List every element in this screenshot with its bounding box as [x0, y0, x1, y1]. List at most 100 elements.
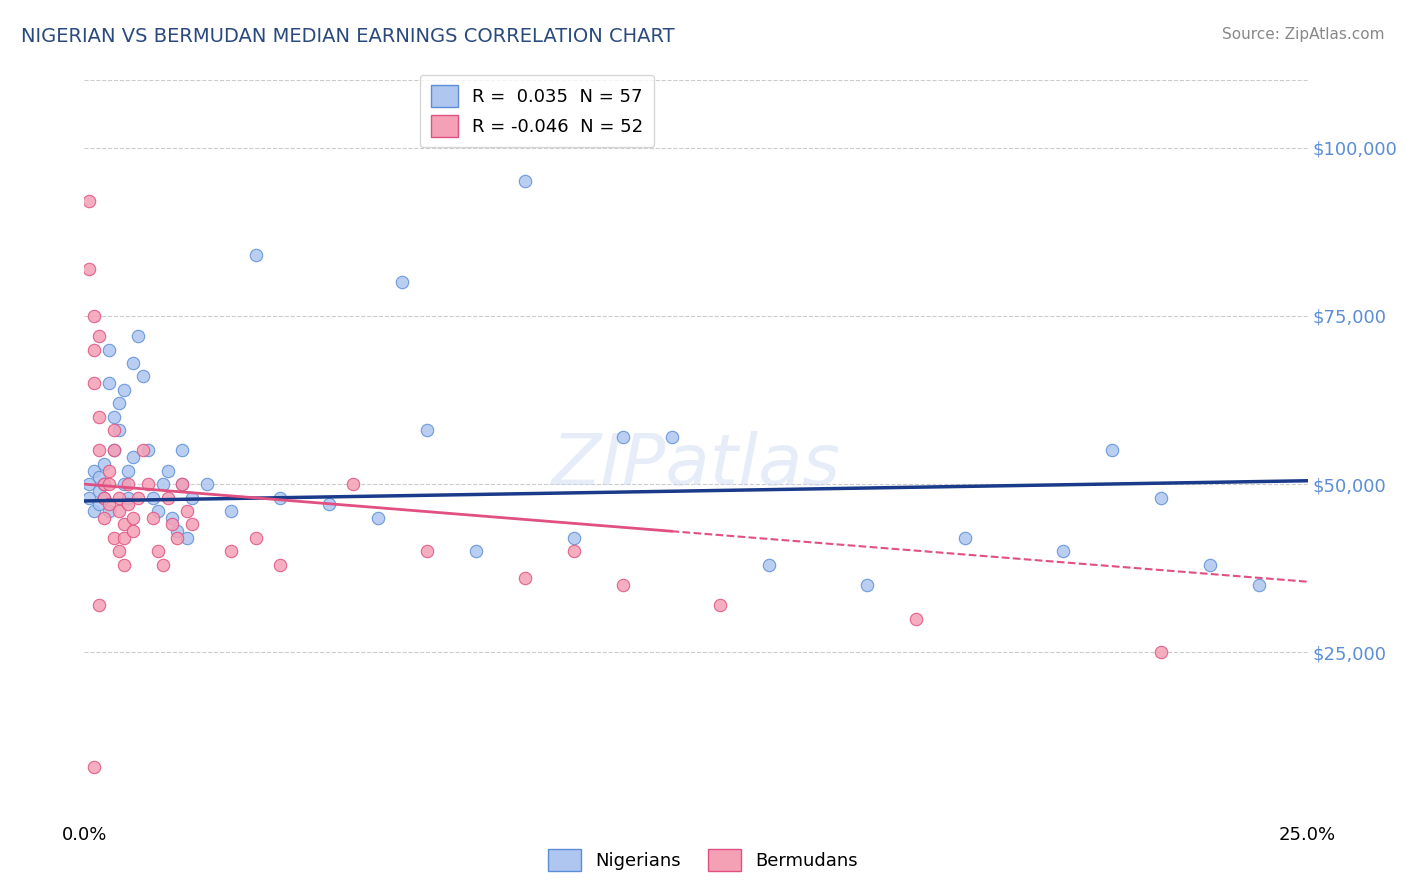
- Point: [1052, 544, 1074, 558]
- Point: [77, 261, 100, 276]
- Point: [97, 464, 120, 478]
- Point: [87, 329, 110, 343]
- Point: [219, 504, 242, 518]
- Point: [93, 477, 115, 491]
- Point: [93, 510, 115, 524]
- Point: [87, 599, 110, 613]
- Point: [176, 504, 198, 518]
- Point: [112, 383, 135, 397]
- Text: ZIPatlas: ZIPatlas: [551, 431, 841, 500]
- Point: [93, 491, 115, 505]
- Point: [416, 423, 439, 437]
- Point: [146, 544, 169, 558]
- Point: [342, 477, 364, 491]
- Point: [1247, 578, 1270, 592]
- Point: [162, 510, 184, 524]
- Point: [416, 544, 439, 558]
- Point: [176, 531, 198, 545]
- Point: [172, 443, 194, 458]
- Point: [83, 464, 105, 478]
- Point: [856, 578, 879, 592]
- Point: [77, 194, 100, 209]
- Point: [513, 174, 536, 188]
- Point: [709, 599, 731, 613]
- Point: [758, 558, 780, 572]
- Point: [87, 470, 110, 484]
- Point: [152, 558, 174, 572]
- Point: [245, 248, 267, 262]
- Point: [112, 477, 135, 491]
- Point: [117, 477, 139, 491]
- Point: [152, 477, 174, 491]
- Point: [166, 531, 188, 545]
- Point: [127, 491, 149, 505]
- Point: [122, 510, 145, 524]
- Point: [87, 443, 110, 458]
- Point: [181, 517, 204, 532]
- Point: [1198, 558, 1220, 572]
- Point: [142, 510, 165, 524]
- Point: [367, 510, 389, 524]
- Point: [107, 544, 129, 558]
- Point: [513, 571, 536, 585]
- Point: [245, 531, 267, 545]
- Point: [107, 504, 129, 518]
- Point: [107, 423, 129, 437]
- Point: [93, 491, 115, 505]
- Point: [112, 531, 135, 545]
- Point: [107, 491, 129, 505]
- Point: [103, 443, 125, 458]
- Point: [953, 531, 976, 545]
- Legend: Nigerians, Bermudans: Nigerians, Bermudans: [541, 842, 865, 879]
- Point: [97, 497, 120, 511]
- Point: [1150, 645, 1173, 659]
- Point: [97, 504, 120, 518]
- Point: [122, 524, 145, 539]
- Point: [905, 612, 928, 626]
- Point: [612, 430, 634, 444]
- Point: [93, 457, 115, 471]
- Point: [112, 558, 135, 572]
- Point: [122, 356, 145, 370]
- Point: [166, 524, 188, 539]
- Point: [87, 497, 110, 511]
- Point: [112, 517, 135, 532]
- Point: [162, 517, 184, 532]
- Point: [117, 491, 139, 505]
- Point: [1101, 443, 1123, 458]
- Point: [103, 531, 125, 545]
- Point: [77, 477, 100, 491]
- Point: [103, 423, 125, 437]
- Point: [172, 477, 194, 491]
- Point: [97, 477, 120, 491]
- Point: [136, 443, 159, 458]
- Point: [318, 497, 340, 511]
- Point: [83, 376, 105, 391]
- Point: [269, 491, 291, 505]
- Point: [195, 477, 218, 491]
- Point: [661, 430, 683, 444]
- Point: [156, 491, 179, 505]
- Point: [172, 477, 194, 491]
- Text: NIGERIAN VS BERMUDAN MEDIAN EARNINGS CORRELATION CHART: NIGERIAN VS BERMUDAN MEDIAN EARNINGS COR…: [21, 27, 675, 45]
- Point: [562, 544, 585, 558]
- Point: [269, 558, 291, 572]
- Point: [83, 343, 105, 357]
- Point: [132, 369, 155, 384]
- Point: [83, 309, 105, 323]
- Point: [107, 396, 129, 410]
- Point: [132, 443, 155, 458]
- Point: [117, 464, 139, 478]
- Text: Source: ZipAtlas.com: Source: ZipAtlas.com: [1222, 27, 1385, 42]
- Point: [142, 491, 165, 505]
- Point: [1150, 491, 1173, 505]
- Point: [219, 544, 242, 558]
- Point: [612, 578, 634, 592]
- Point: [97, 376, 120, 391]
- Point: [83, 504, 105, 518]
- Point: [122, 450, 145, 465]
- Point: [97, 343, 120, 357]
- Point: [87, 409, 110, 424]
- Point: [103, 443, 125, 458]
- Point: [127, 329, 149, 343]
